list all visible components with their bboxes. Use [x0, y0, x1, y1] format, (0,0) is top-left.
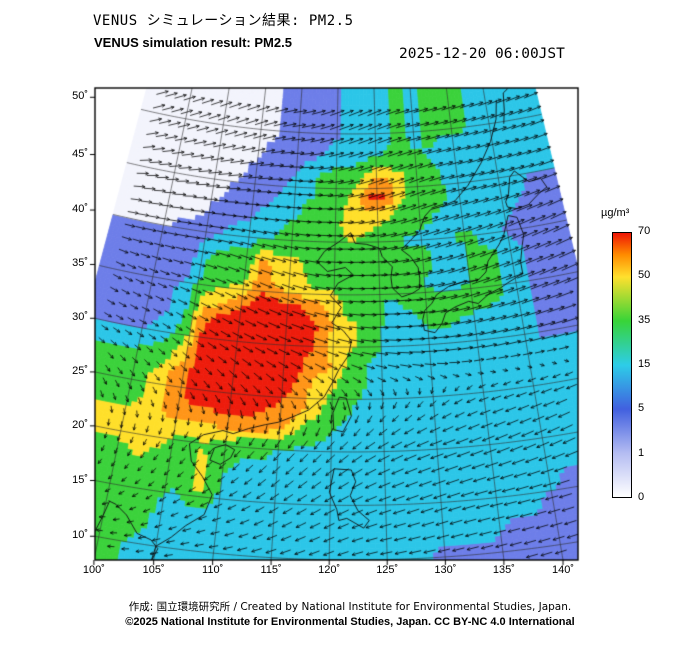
- lat-tick-label: 20˚: [72, 418, 88, 431]
- lon-tick-label: 100˚: [82, 564, 105, 576]
- lat-tick-label: 25˚: [72, 364, 88, 377]
- lat-tick-label: 10˚: [72, 529, 88, 542]
- lon-tick-label: 125˚: [376, 564, 399, 576]
- page-title-japanese: VENUS シミュレーション結果: PM2.5: [93, 13, 354, 29]
- copyright-line: ©2025 National Institute for Environment…: [125, 616, 575, 628]
- page-title-english: VENUS simulation result: PM2.5: [94, 35, 292, 50]
- colorbar-unit-label: µg/m³: [601, 207, 630, 219]
- lon-tick-label: 130˚: [434, 564, 457, 576]
- lon-tick-label: 105˚: [142, 564, 165, 576]
- lon-tick-label: 120˚: [318, 564, 341, 576]
- lat-tick-label: 50˚: [72, 90, 88, 103]
- credit-line: 作成: 国立環境研究所 / Created by National Instit…: [128, 601, 572, 613]
- lat-tick-label: 45˚: [72, 147, 88, 160]
- colorbar-tick-label: 15: [638, 358, 651, 370]
- colorbar-tick-label: 0: [638, 491, 645, 503]
- lon-tick-label: 135˚: [492, 564, 515, 576]
- lat-tick-label: 35˚: [72, 257, 88, 270]
- lat-tick-label: 15˚: [72, 473, 88, 486]
- lon-tick-label: 110˚: [202, 564, 224, 576]
- colorbar-tick-label: 50: [638, 269, 651, 282]
- datetime-label: 2025-12-20 06:00JST: [399, 46, 565, 62]
- lat-tick-label: 30˚: [72, 311, 88, 324]
- colorbar: [612, 232, 632, 498]
- lon-tick-label: 115˚: [260, 564, 282, 576]
- colorbar-tick-label: 5: [638, 402, 645, 415]
- colorbar-tick-label: 70: [638, 225, 651, 237]
- lat-tick-label: 40˚: [72, 203, 88, 216]
- colorbar-tick-label: 35: [638, 313, 651, 326]
- lon-tick-label: 140˚: [552, 564, 575, 576]
- colorbar-tick-label: 1: [638, 446, 645, 459]
